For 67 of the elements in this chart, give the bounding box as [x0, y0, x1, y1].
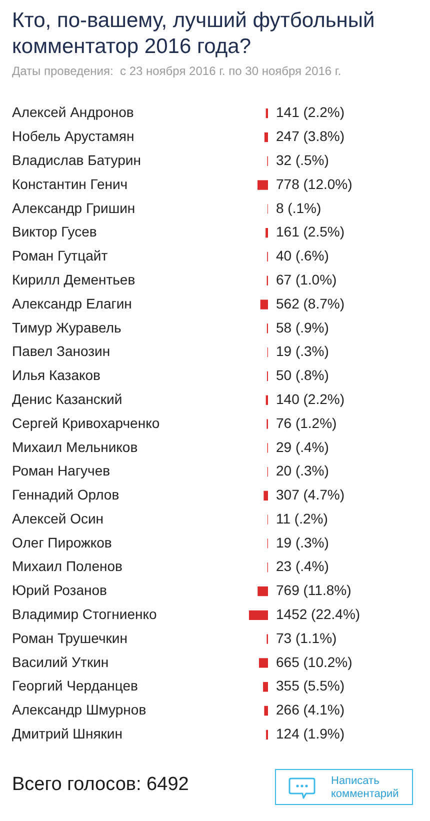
data-label: 40 (.6%) — [276, 248, 329, 264]
y-tick-label: Кирилл Дементьев — [12, 271, 136, 288]
data-label: 11 (.2%) — [276, 510, 328, 526]
y-tick-label: Михаил Поленов — [12, 558, 122, 574]
y-tick-label: Василий Уткин — [12, 654, 109, 670]
data-label: 32 (.5%) — [276, 152, 329, 168]
data-label: 562 (8.7%) — [276, 295, 344, 312]
data-label: 124 (1.9%) — [276, 726, 344, 742]
bar — [258, 586, 268, 596]
data-label: 23 (.4%) — [276, 558, 329, 574]
y-tick-label: Денис Казанский — [12, 390, 122, 407]
data-label: 140 (2.2%) — [276, 390, 344, 407]
y-tick-label: Алексей Осин — [12, 510, 104, 526]
data-label: 19 (.3%) — [276, 534, 329, 550]
y-tick-label: Алексей Андронов — [12, 104, 134, 120]
y-tick-label: Владимир Стогниенко — [12, 606, 158, 622]
data-label: 355 (5.5%) — [276, 678, 344, 694]
data-label: 778 (12.0%) — [276, 176, 352, 192]
y-tick-label: Юрий Розанов — [12, 582, 107, 598]
text: Всего голосов: 6492 — [12, 773, 189, 797]
data-label: 141 (2.2%) — [276, 104, 344, 120]
data-label: 58 (.9%) — [276, 319, 329, 336]
bar — [249, 610, 268, 620]
comment-button[interactable]: Написать комментарий — [275, 769, 413, 805]
bar — [258, 658, 268, 668]
y-tick-label: Георгий Черданцев — [12, 678, 138, 694]
y-tick-label: Александр Шмурнов — [12, 702, 146, 718]
y-tick-label: Павел Занозин — [12, 343, 110, 360]
y-tick-label: Роман Гутцайт — [12, 248, 108, 264]
y-tick-label: Сергей Кривохарченко — [12, 414, 160, 431]
y-tick-label: Илья Казаков — [12, 367, 100, 384]
bar — [257, 180, 268, 190]
bar — [264, 132, 268, 142]
y-tick-label: Александр Гришин — [12, 200, 136, 216]
y-tick-label: Тимур Журавель — [12, 319, 122, 336]
y-tick-label: Геннадий Орлов — [12, 486, 120, 503]
data-label: 307 (4.7%) — [276, 486, 344, 503]
bar — [264, 706, 268, 716]
data-label: 73 (1.1%) — [276, 630, 337, 646]
chart-subtitle: Даты проведения: с 23 ноября 2016 г. по 30 ноября 2016 г. — [12, 64, 342, 79]
data-label: 266 (4.1%) — [276, 702, 344, 718]
y-tick-label: Дмитрий Шнякин — [12, 726, 122, 742]
data-label: 161 (2.5%) — [276, 224, 344, 240]
data-label: 1452 (22.4%) — [276, 606, 360, 622]
bar — [264, 490, 268, 501]
y-tick-label: Константин Генич — [12, 176, 128, 192]
data-label: 19 (.3%) — [276, 343, 329, 360]
data-label: 76 (1.2%) — [276, 414, 337, 431]
data-label: 20 (.3%) — [276, 462, 329, 479]
data-label: 665 (10.2%) — [276, 654, 352, 670]
data-label: 29 (.4%) — [276, 438, 329, 455]
y-tick-label: Александр Елагин — [12, 295, 132, 312]
y-tick-label: Виктор Гусев — [12, 224, 97, 240]
y-tick-label: Михаил Мельников — [12, 438, 138, 455]
data-label: 67 (1.0%) — [276, 271, 337, 288]
y-tick-label: Владислав Батурин — [12, 152, 141, 168]
bar — [260, 300, 268, 310]
y-tick-label: Олег Пирожков — [12, 534, 112, 550]
chart-title: Кто, по-вашему, лучший футбольный комментатор 2016 года? — [12, 8, 376, 60]
data-label: 247 (3.8%) — [276, 128, 344, 144]
y-tick-label: Нобель Арустамян — [12, 128, 134, 144]
y-tick-label: Роман Трушечкин — [12, 630, 128, 646]
data-label: 50 (.8%) — [276, 367, 329, 384]
data-label: 8 (.1%) — [276, 200, 322, 216]
bar — [263, 682, 268, 692]
data-label: 769 (11.8%) — [276, 582, 352, 598]
y-tick-label: Роман Нагучев — [12, 462, 110, 479]
